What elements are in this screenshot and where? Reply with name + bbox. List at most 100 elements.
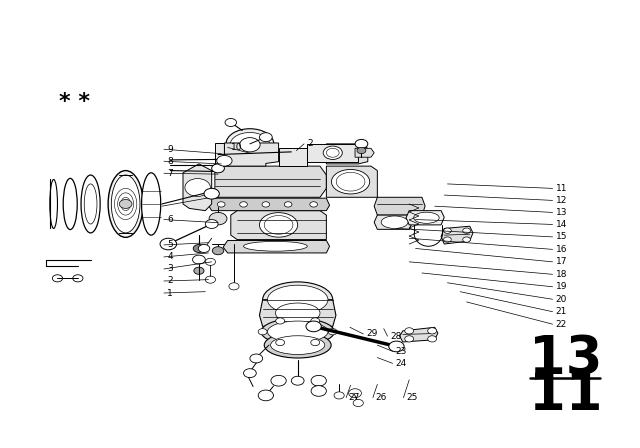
Circle shape [212,247,224,255]
Circle shape [404,328,413,334]
Circle shape [328,329,337,335]
Circle shape [244,369,256,378]
Text: 15: 15 [556,233,567,241]
Ellipse shape [275,303,320,323]
Ellipse shape [259,213,298,237]
Text: 28: 28 [390,332,401,340]
Circle shape [52,275,63,282]
Circle shape [212,164,225,173]
Text: 10: 10 [231,143,243,152]
Polygon shape [374,215,412,229]
Ellipse shape [264,332,331,358]
Circle shape [262,202,269,207]
Circle shape [205,258,216,265]
Circle shape [185,179,211,196]
Text: 23: 23 [395,347,406,356]
Circle shape [250,354,262,363]
Text: 21: 21 [556,307,567,316]
Ellipse shape [81,175,100,233]
Polygon shape [307,144,358,162]
Circle shape [444,228,451,233]
Circle shape [311,375,326,386]
Polygon shape [215,143,225,166]
Text: 8: 8 [167,157,173,166]
Circle shape [225,118,237,126]
Polygon shape [406,211,444,225]
Circle shape [311,386,326,396]
Ellipse shape [323,146,342,159]
Ellipse shape [244,241,307,251]
Circle shape [276,318,285,324]
Text: 14: 14 [556,220,567,229]
Circle shape [291,376,304,385]
Text: 13: 13 [529,334,602,386]
Text: 19: 19 [556,282,567,291]
Ellipse shape [413,212,439,224]
Ellipse shape [230,133,269,157]
Text: 16: 16 [556,245,567,254]
Text: 3: 3 [167,264,173,273]
Circle shape [205,220,218,228]
Circle shape [355,139,368,148]
Polygon shape [209,198,330,211]
Ellipse shape [381,216,408,228]
Ellipse shape [63,178,77,229]
Circle shape [271,375,286,386]
Ellipse shape [271,336,324,354]
Text: 2: 2 [307,139,313,148]
Circle shape [404,336,413,342]
Polygon shape [215,166,326,197]
Text: 24: 24 [395,359,406,368]
Circle shape [444,237,451,242]
Polygon shape [278,148,307,166]
Text: 6: 6 [167,215,173,224]
Circle shape [334,392,344,399]
Ellipse shape [84,184,97,224]
Polygon shape [326,166,378,197]
Circle shape [258,329,267,335]
Circle shape [160,238,177,250]
Circle shape [357,147,366,154]
Ellipse shape [50,180,58,228]
Circle shape [193,245,205,253]
Circle shape [428,328,436,334]
Circle shape [217,155,232,166]
Ellipse shape [268,321,328,342]
Circle shape [349,389,362,398]
Circle shape [218,202,225,207]
Circle shape [463,228,470,233]
Polygon shape [223,241,330,253]
Circle shape [204,188,220,199]
Ellipse shape [226,129,274,159]
Circle shape [209,212,227,225]
Circle shape [463,237,470,242]
Polygon shape [225,143,278,166]
Text: 17: 17 [556,257,567,267]
Polygon shape [231,211,326,240]
Polygon shape [441,226,473,244]
Circle shape [353,400,364,406]
Ellipse shape [261,319,334,345]
Circle shape [229,283,239,290]
Text: 29: 29 [366,329,377,339]
Ellipse shape [332,169,370,194]
Text: 12: 12 [556,196,567,205]
Text: * *: * * [59,91,90,112]
Polygon shape [183,164,212,211]
Ellipse shape [141,173,161,235]
Circle shape [389,341,404,352]
Circle shape [284,202,292,207]
Polygon shape [374,197,425,215]
Text: 1: 1 [167,289,173,297]
Circle shape [258,390,273,401]
Circle shape [198,245,210,253]
Text: 22: 22 [556,320,567,329]
Circle shape [205,276,216,283]
Polygon shape [399,327,438,342]
Polygon shape [326,144,368,164]
Circle shape [73,275,83,282]
Circle shape [276,340,285,346]
Text: 26: 26 [376,393,387,402]
Text: 18: 18 [556,270,567,279]
Circle shape [240,138,260,152]
